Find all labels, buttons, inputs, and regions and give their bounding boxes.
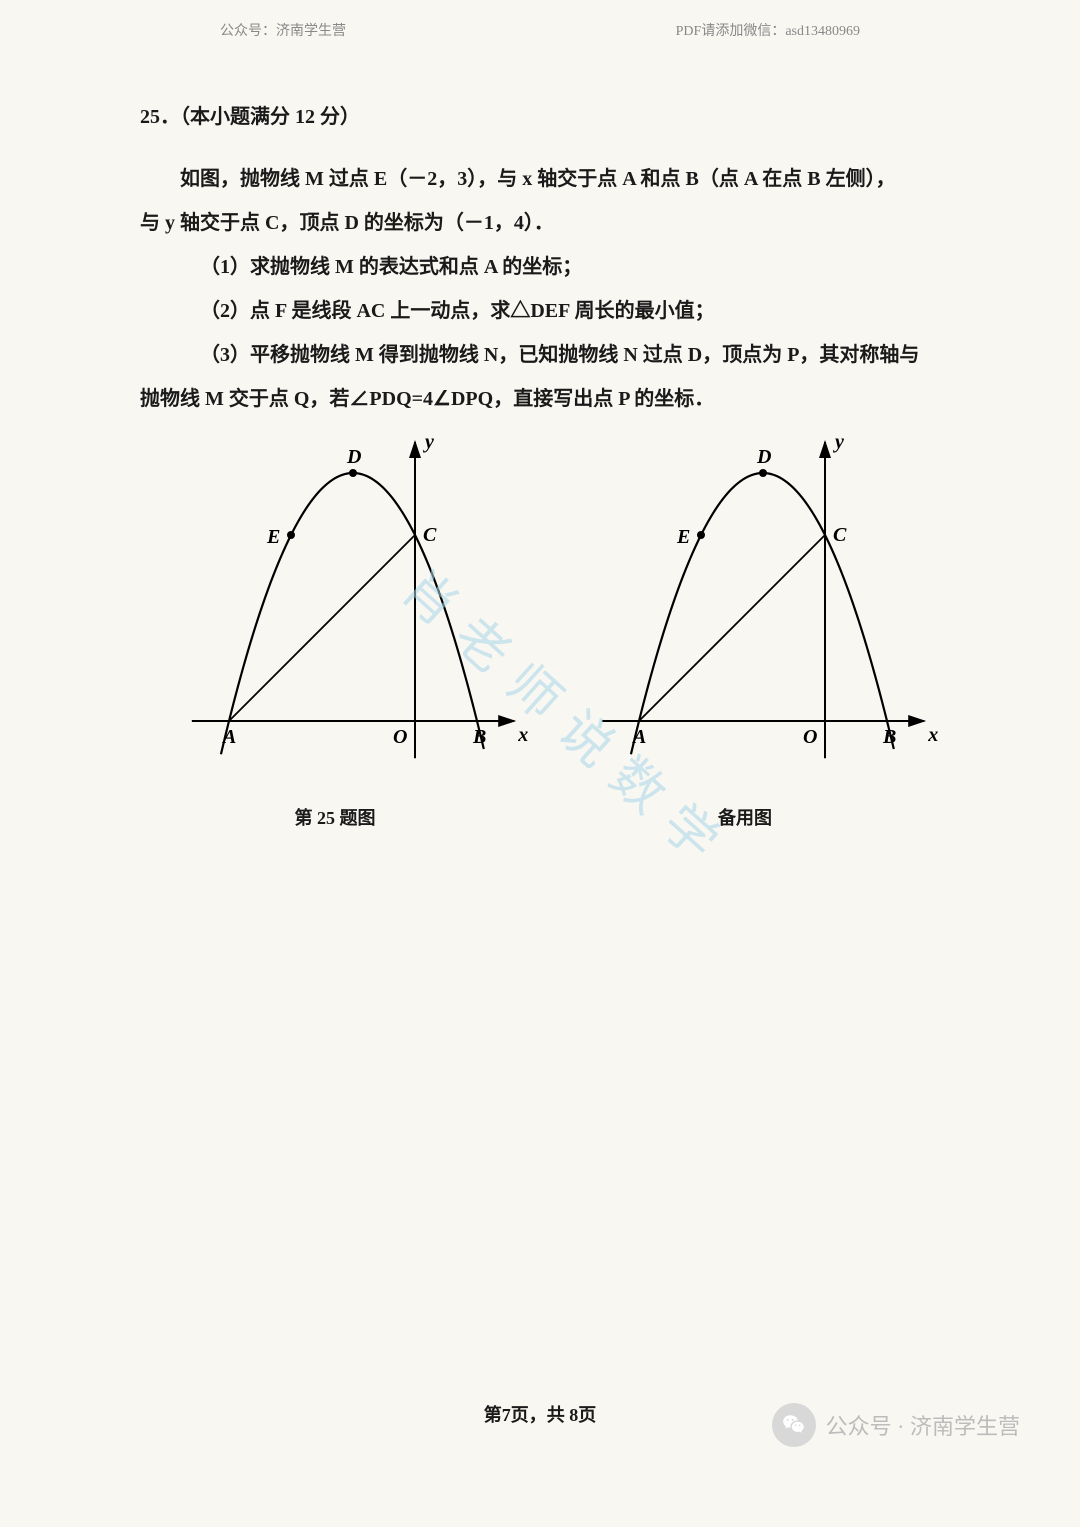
svg-text:O: O	[393, 726, 407, 748]
problem-heading: 25．（本小题满分 12 分）	[140, 100, 940, 129]
svg-text:B: B	[882, 726, 896, 748]
svg-text:C: C	[423, 524, 437, 546]
question-3-line-2: 抛物线 M 交于点 Q，若∠PDQ=4∠DPQ，直接写出点 P 的坐标．	[140, 377, 940, 421]
svg-text:D: D	[346, 446, 361, 468]
svg-text:x: x	[927, 724, 938, 746]
svg-text:A: A	[221, 726, 236, 748]
svg-text:B: B	[472, 726, 486, 748]
header-left: 公众号：济南学生营	[220, 20, 346, 40]
question-3-line-1: （3）平移抛物线 M 得到抛物线 N，已知抛物线 N 过点 D，顶点为 P，其对…	[140, 333, 940, 377]
svg-text:C: C	[833, 524, 847, 546]
svg-text:y: y	[833, 431, 844, 453]
svg-text:E: E	[266, 526, 280, 548]
intro-line-2: 与 y 轴交于点 C，顶点 D 的坐标为（－1，4）．	[140, 201, 940, 245]
caption-left: 第 25 题图	[140, 804, 530, 830]
wechat-badge: 公众号 · 济南学生营	[772, 1403, 1020, 1447]
svg-text:y: y	[423, 431, 434, 453]
caption-right: 备用图	[550, 804, 940, 830]
problem-body: 如图，抛物线 M 过点 E（－2，3），与 x 轴交于点 A 和点 B（点 A …	[140, 157, 940, 421]
svg-text:x: x	[517, 724, 528, 746]
question-2: （2）点 F 是线段 AC 上一动点，求△DEF 周长的最小值；	[140, 289, 940, 333]
svg-text:E: E	[676, 526, 690, 548]
header-right: PDF请添加微信：asd13480969	[676, 20, 860, 40]
svg-text:A: A	[631, 726, 646, 748]
figure-main: y x O A B C D E	[140, 431, 530, 791]
figure-spare: y x O A B C D E	[550, 431, 940, 791]
svg-text:O: O	[803, 726, 817, 748]
intro-line-1: 如图，抛物线 M 过点 E（－2，3），与 x 轴交于点 A 和点 B（点 A …	[140, 157, 940, 201]
wechat-icon	[772, 1403, 816, 1447]
question-1: （1）求抛物线 M 的表达式和点 A 的坐标；	[140, 245, 940, 289]
badge-text: 公众号 · 济南学生营	[826, 1409, 1020, 1441]
svg-text:D: D	[756, 446, 771, 468]
